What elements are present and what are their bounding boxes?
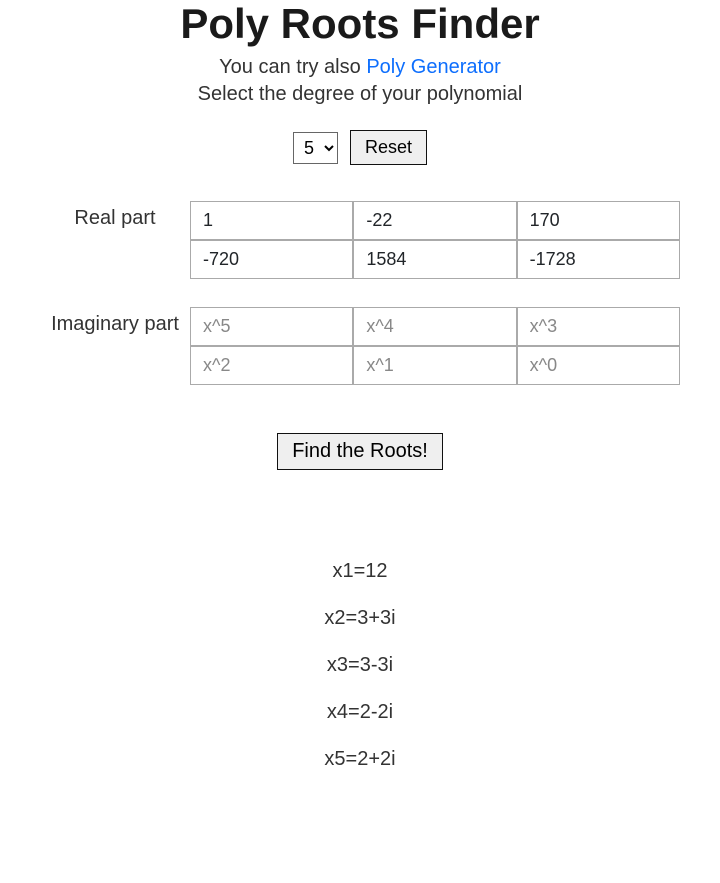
imag-coeff-input[interactable] (190, 307, 353, 346)
imag-coeff-input[interactable] (353, 307, 516, 346)
subtitle-prefix: You can try also (219, 56, 366, 78)
real-coeff-input[interactable] (517, 201, 680, 240)
real-part-label: Real part (40, 201, 190, 230)
find-roots-button[interactable]: Find the Roots! (277, 433, 443, 470)
imaginary-part-label: Imaginary part (40, 307, 190, 336)
real-coeff-input[interactable] (190, 240, 353, 279)
poly-generator-link[interactable]: Poly Generator (366, 56, 501, 78)
instruction-text: Select the degree of your polynomial (20, 83, 700, 106)
degree-select[interactable]: 5 (293, 132, 338, 164)
imag-coeff-input[interactable] (517, 346, 680, 385)
imag-coeff-input[interactable] (517, 307, 680, 346)
reset-button[interactable]: Reset (350, 130, 427, 165)
real-coeff-input[interactable] (353, 240, 516, 279)
results-section: x1=12 x2=3+3i x3=3-3i x4=2-2i x5=2+2i (20, 560, 700, 771)
root-result: x3=3-3i (20, 654, 700, 677)
root-result: x4=2-2i (20, 701, 700, 724)
page-title: Poly Roots Finder (20, 0, 700, 48)
imag-coeff-input[interactable] (190, 346, 353, 385)
root-result: x5=2+2i (20, 748, 700, 771)
root-result: x1=12 (20, 560, 700, 583)
imag-coeff-input[interactable] (353, 346, 516, 385)
subtitle: You can try also Poly Generator (20, 56, 700, 79)
real-coeff-input[interactable] (353, 201, 516, 240)
real-coeff-input[interactable] (190, 201, 353, 240)
real-coeff-input[interactable] (517, 240, 680, 279)
root-result: x2=3+3i (20, 607, 700, 630)
